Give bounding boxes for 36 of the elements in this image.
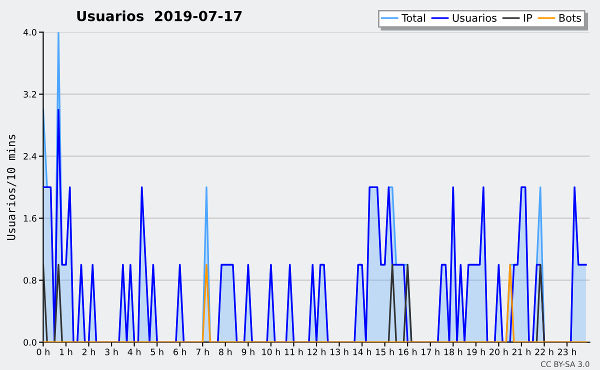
x-tick-label: 11 h — [284, 348, 303, 356]
x-tick-label: 7 h — [196, 348, 209, 356]
x-tick-label: 16 h — [398, 348, 417, 356]
x-tick-label: 4 h — [128, 348, 141, 356]
legend-label: Usuarios — [452, 14, 496, 22]
x-tick-label: 19 h — [467, 348, 485, 356]
x-tick-label: 22 h — [535, 348, 554, 356]
x-tick-label: 2 h — [82, 348, 95, 356]
chart-title: Usuarios 2019-07-17 — [77, 10, 242, 22]
x-tick-label: 20 h — [490, 348, 508, 356]
y-tick-label: 1.6 — [24, 215, 36, 222]
x-tick-label: 18 h — [444, 348, 462, 356]
y-tick-label: 4.0 — [23, 29, 36, 36]
y-tick-label: 0.8 — [24, 277, 36, 284]
x-tick-label: 13 h — [330, 348, 348, 356]
x-tick-label: 17 h — [422, 348, 440, 356]
x-tick-label: 1 h — [60, 348, 72, 356]
x-tick-label: 12 h — [308, 348, 326, 356]
x-tick-label: 15 h — [376, 348, 394, 356]
legend-label: Bots — [559, 14, 581, 22]
x-tick-label: 0 h — [36, 348, 50, 356]
y-tick-label: 3.2 — [24, 91, 36, 98]
y-tick-label: 0.0 — [24, 339, 36, 346]
legend-label: IP — [524, 14, 532, 22]
x-tick-label: 21 h — [512, 348, 530, 356]
x-tick-label: 14 h — [353, 348, 372, 356]
x-tick-label: 10 h — [262, 348, 280, 356]
y-axis-title: Usuarios/10 mins — [6, 134, 16, 240]
x-tick-label: 9 h — [242, 348, 254, 356]
x-tick-label: 6 h — [174, 348, 186, 356]
x-tick-label: 8 h — [219, 348, 232, 356]
y-tick-label: 2.4 — [24, 153, 36, 160]
x-tick-label: 3 h — [105, 348, 118, 356]
legend-label: Total — [402, 14, 425, 22]
x-tick-label: 5 h — [150, 348, 164, 356]
x-tick-label: 23 h — [558, 348, 576, 356]
